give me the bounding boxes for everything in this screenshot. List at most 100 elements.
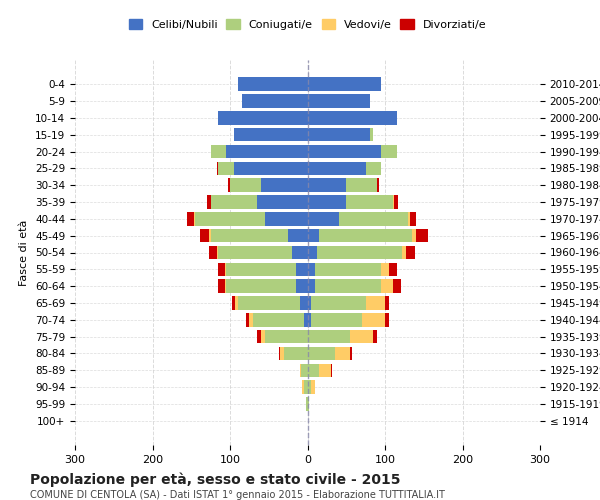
Bar [195,212,265,226]
Bar [224,262,226,276]
Bar [226,280,296,293]
Bar [218,246,292,259]
Bar [362,313,385,326]
Bar [296,262,308,276]
Bar [229,178,230,192]
Bar [346,196,393,209]
Bar [194,212,195,226]
Bar [308,94,370,108]
Bar [302,380,304,394]
Bar [218,111,308,124]
Bar [308,346,335,360]
Bar [308,128,370,141]
Bar [308,178,346,192]
Bar [317,246,402,259]
Bar [224,280,226,293]
Bar [306,397,308,410]
Bar [406,246,415,259]
Bar [311,380,315,394]
Bar [319,364,331,377]
Text: Popolazione per età, sesso e stato civile - 2015: Popolazione per età, sesso e stato civil… [30,472,401,487]
Bar [217,162,218,175]
Bar [311,313,362,326]
Bar [308,196,346,209]
Text: COMUNE DI CENTOLA (SA) - Dati ISTAT 1° gennaio 2015 - Elaborazione TUTTITALIA.IT: COMUNE DI CENTOLA (SA) - Dati ISTAT 1° g… [30,490,445,500]
Bar [308,296,311,310]
Bar [308,212,338,226]
Bar [300,364,301,377]
Bar [211,229,288,242]
Bar [209,229,211,242]
Bar [308,229,319,242]
Bar [304,313,308,326]
Bar [200,229,209,242]
Bar [304,380,308,394]
Bar [226,262,296,276]
Bar [308,364,319,377]
Bar [257,330,261,344]
Bar [385,313,389,326]
Legend: Celibi/Nubili, Coniugati/e, Vedovi/e, Divorziati/e: Celibi/Nubili, Coniugati/e, Vedovi/e, Di… [125,16,490,33]
Bar [187,212,194,226]
Bar [346,178,377,192]
Bar [265,212,308,226]
Bar [245,313,250,326]
Bar [308,313,311,326]
Bar [235,296,238,310]
Bar [408,212,410,226]
Bar [393,196,394,209]
Bar [261,178,308,192]
Bar [381,145,397,158]
Bar [211,196,257,209]
Bar [311,296,365,310]
Bar [238,296,300,310]
Y-axis label: Fasce di età: Fasce di età [19,220,29,286]
Bar [279,346,280,360]
Bar [350,346,352,360]
Bar [394,196,398,209]
Bar [209,246,217,259]
Bar [385,296,389,310]
Bar [230,178,261,192]
Bar [338,212,408,226]
Bar [377,178,379,192]
Bar [301,364,308,377]
Bar [389,262,397,276]
Bar [250,313,253,326]
Bar [308,330,350,344]
Bar [315,262,381,276]
Bar [308,280,315,293]
Bar [232,296,235,310]
Bar [315,280,381,293]
Bar [410,212,416,226]
Bar [234,128,308,141]
Bar [296,280,308,293]
Bar [292,246,308,259]
Bar [373,330,377,344]
Bar [308,162,365,175]
Bar [402,246,406,259]
Bar [308,380,311,394]
Bar [242,94,308,108]
Bar [308,262,315,276]
Bar [218,162,234,175]
Bar [365,296,385,310]
Bar [253,313,304,326]
Bar [218,262,224,276]
Bar [226,145,308,158]
Bar [234,162,308,175]
Bar [238,78,308,91]
Bar [319,229,412,242]
Bar [331,364,332,377]
Bar [288,229,308,242]
Bar [412,229,416,242]
Bar [416,229,428,242]
Bar [207,196,211,209]
Bar [308,111,397,124]
Bar [265,330,308,344]
Bar [211,145,226,158]
Bar [300,296,308,310]
Bar [308,397,309,410]
Bar [308,145,381,158]
Bar [393,280,401,293]
